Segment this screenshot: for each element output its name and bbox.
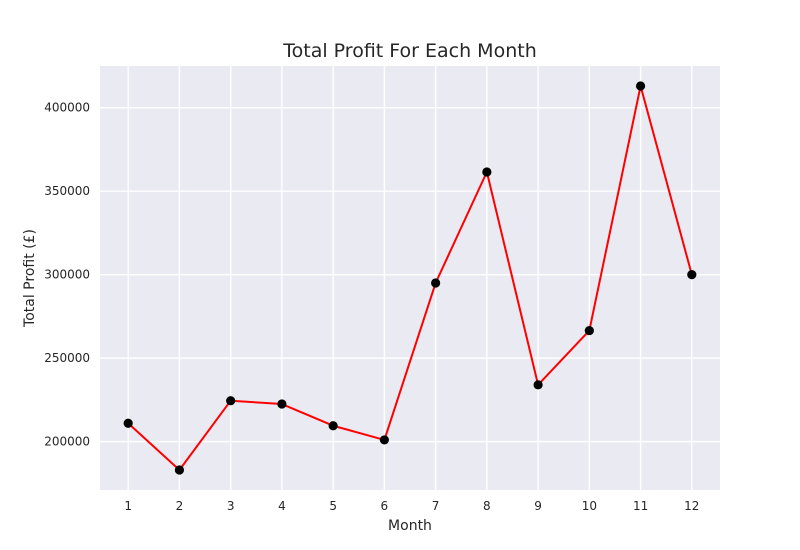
data-point [226, 396, 236, 406]
y-tick-labels: 200000 250000 300000 350000 400000 [44, 101, 90, 449]
y-tick-label: 200000 [44, 435, 90, 449]
x-tick-label: 8 [483, 499, 491, 513]
x-tick-label: 1 [124, 499, 132, 513]
x-tick-label: 9 [534, 499, 542, 513]
series-line [127, 85, 693, 471]
y-tick-label: 400000 [44, 101, 90, 115]
data-point [635, 81, 646, 91]
x-tick-label: 7 [432, 499, 440, 513]
data-point [277, 399, 287, 409]
data-point [533, 380, 543, 390]
x-tick-label: 3 [227, 499, 235, 513]
y-axis-label: Total Profit (£) [22, 229, 38, 328]
x-tick-label: 4 [278, 499, 286, 513]
y-tick-label: 350000 [44, 184, 90, 198]
x-tick-label: 12 [684, 499, 699, 513]
x-tick-labels: 1 2 3 4 5 6 7 8 9 10 11 12 [124, 499, 699, 513]
x-tick-label: 5 [329, 499, 337, 513]
data-point [431, 278, 441, 288]
series-line-layer [127, 85, 693, 471]
y-tick-label: 300000 [44, 268, 90, 282]
data-point [174, 465, 185, 475]
x-axis-label: Month [388, 518, 432, 534]
y-tick-label: 250000 [44, 351, 90, 365]
grid-lines [100, 66, 720, 490]
x-tick-label: 6 [381, 499, 389, 513]
plot-area [100, 66, 720, 490]
chart-title: Total Profit For Each Month [282, 40, 536, 62]
data-point [584, 325, 594, 336]
data-points [123, 81, 697, 475]
data-point [379, 435, 389, 445]
data-point [123, 418, 133, 428]
x-tick-label: 10 [582, 499, 597, 513]
x-tick-label: 2 [176, 499, 184, 513]
data-point [328, 421, 338, 431]
data-point [687, 270, 697, 280]
data-point [482, 167, 492, 177]
x-tick-label: 11 [633, 499, 648, 513]
